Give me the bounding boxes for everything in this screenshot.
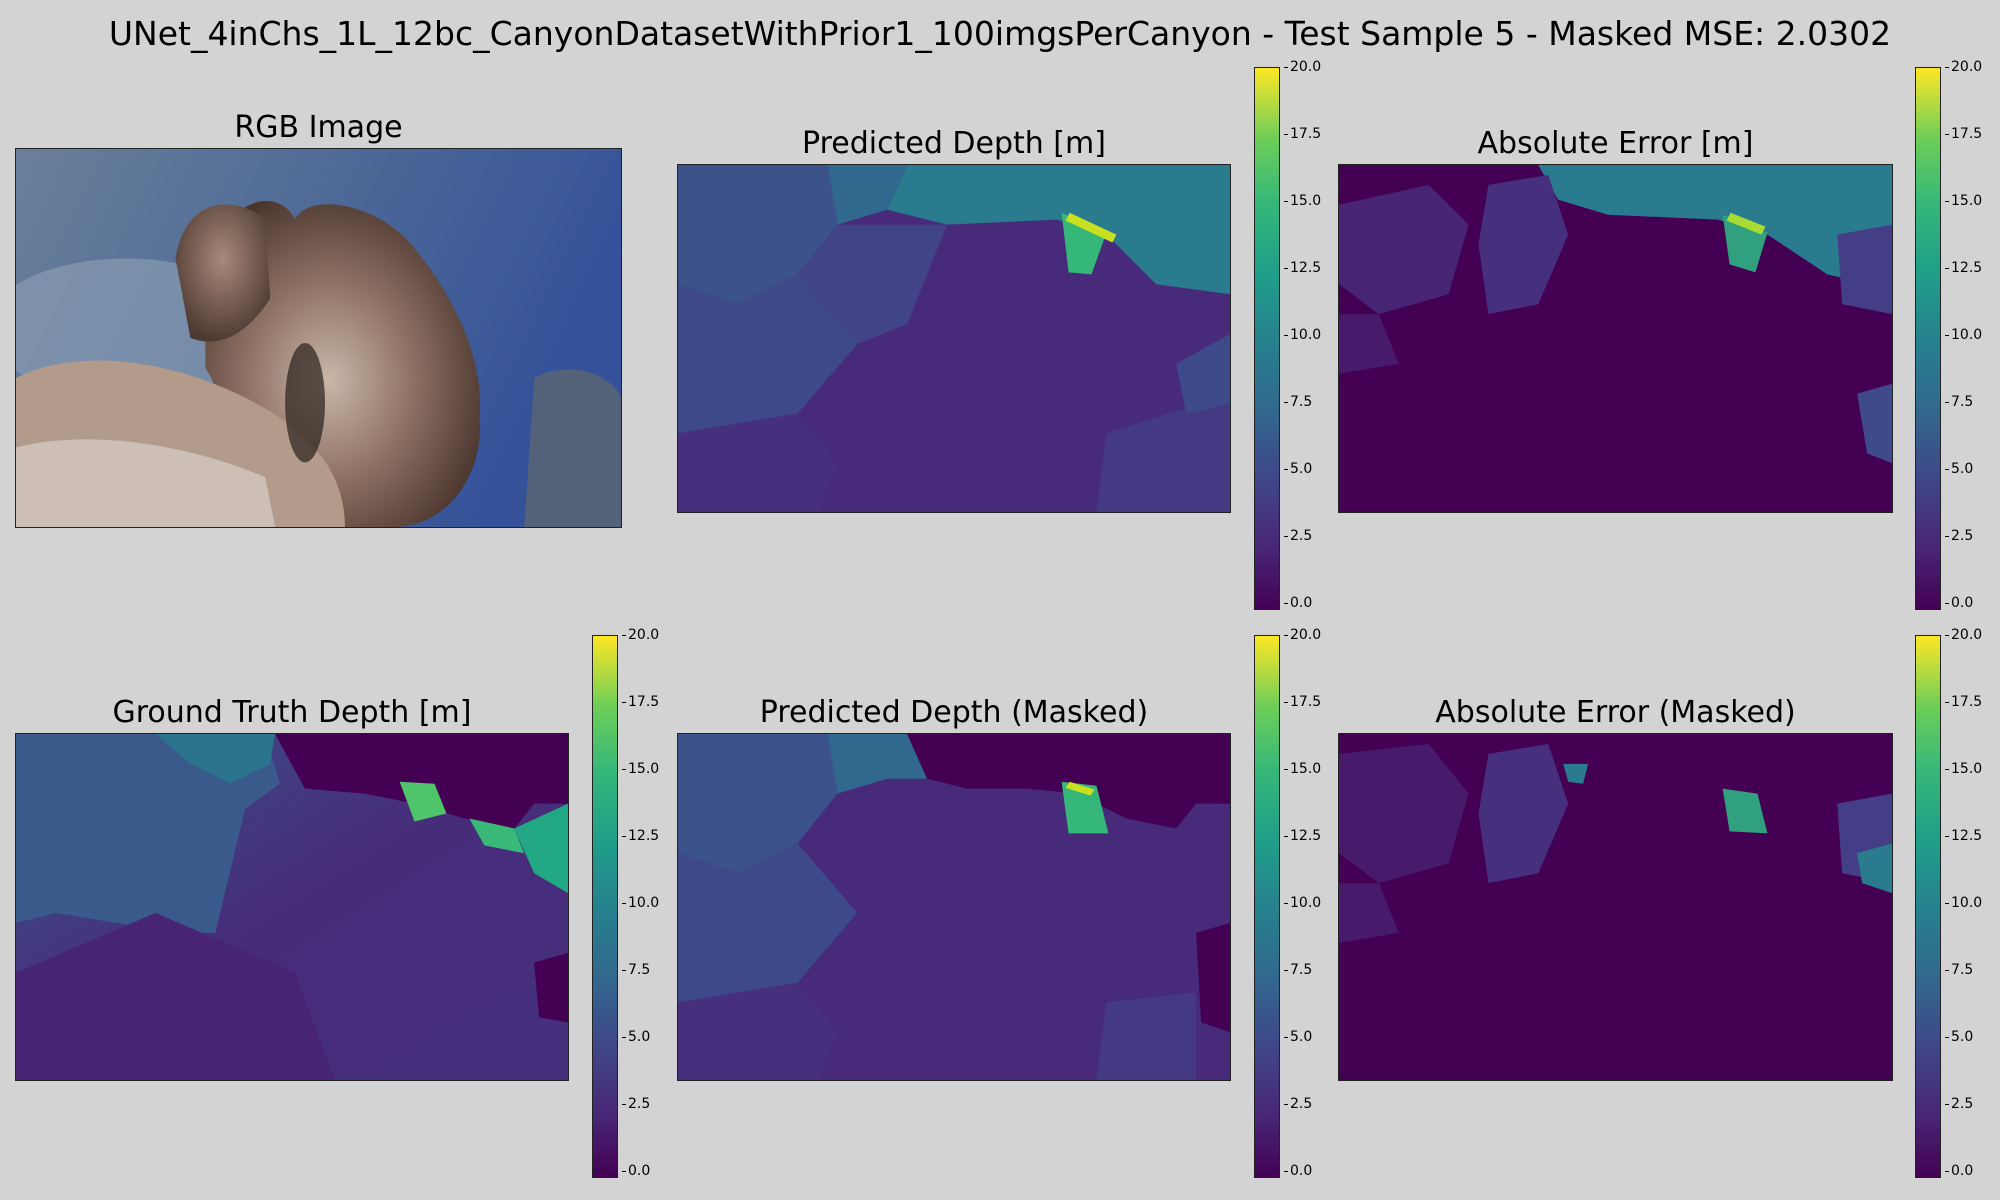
colorbar-tick: 10.0: [621, 895, 660, 911]
ground-truth-depth-colorbar-ticks: 20.0 17.5 15.0 12.5 10.0 7.5 5.0 2.5 0.0: [621, 628, 678, 1179]
colorbar-tick: 5.0: [1944, 1029, 1974, 1045]
absolute-error-masked-map: [1338, 733, 1893, 1081]
colorbar-tick: 20.0: [1944, 627, 1983, 643]
colorbar-tick: 7.5: [1283, 394, 1313, 410]
colorbar-tick: 20.0: [621, 627, 660, 643]
colorbar-tick: 17.5: [1944, 694, 1983, 710]
colorbar-tick: 12.5: [1283, 828, 1322, 844]
colorbar-tick: 12.5: [1944, 260, 1983, 276]
colorbar-tick: 7.5: [1944, 394, 1974, 410]
ground-truth-depth-title: Ground Truth Depth [m]: [112, 695, 472, 730]
colorbar-tick: 7.5: [621, 962, 651, 978]
colorbar-tick: 2.5: [1283, 1096, 1313, 1112]
absolute-error-masked-colorbar: [1915, 635, 1941, 1178]
colorbar-tick: 0.0: [1283, 1163, 1313, 1179]
colorbar-tick: 20.0: [1944, 59, 1983, 75]
colorbar-tick: 15.0: [1283, 761, 1322, 777]
colorbar-tick: 2.5: [1944, 528, 1974, 544]
colorbar-tick: 12.5: [621, 828, 660, 844]
colorbar-tick: 17.5: [1283, 694, 1322, 710]
absolute-error-masked-colorbar-ticks: 20.0 17.5 15.0 12.5 10.0 7.5 5.0 2.5 0.0: [1944, 628, 1996, 1179]
colorbar-tick: 5.0: [1283, 1029, 1313, 1045]
ground-truth-depth-map: [15, 733, 569, 1081]
colorbar-tick: 17.5: [621, 694, 660, 710]
colorbar-tick: 5.0: [1944, 461, 1974, 477]
colorbar-tick: 2.5: [621, 1096, 651, 1112]
ground-truth-depth-colorbar: [592, 635, 618, 1178]
colorbar-tick: 10.0: [1944, 327, 1983, 343]
colorbar-tick: 0.0: [621, 1163, 651, 1179]
absolute-error-title: Absolute Error [m]: [1477, 126, 1754, 161]
predicted-depth-masked-map: [677, 733, 1231, 1081]
predicted-depth-masked-colorbar-ticks: 20.0 17.5 15.0 12.5 10.0 7.5 5.0 2.5 0.0: [1283, 628, 1340, 1179]
colorbar-tick: 10.0: [1283, 327, 1322, 343]
colorbar-tick: 2.5: [1944, 1096, 1974, 1112]
predicted-depth-colorbar-ticks: 20.0 17.5 15.0 12.5 10.0 7.5 5.0 2.5 0.0: [1283, 60, 1340, 611]
predicted-depth-colorbar: [1254, 67, 1280, 610]
colorbar-tick: 17.5: [1944, 126, 1983, 142]
predicted-depth-masked-colorbar: [1254, 635, 1280, 1178]
absolute-error-colorbar-ticks: 20.0 17.5 15.0 12.5 10.0 7.5 5.0 2.5 0.0: [1944, 60, 1996, 611]
colorbar-tick: 5.0: [1283, 461, 1313, 477]
colorbar-tick: 12.5: [1944, 828, 1983, 844]
colorbar-tick: 5.0: [621, 1029, 651, 1045]
absolute-error-masked-title: Absolute Error (Masked): [1435, 695, 1796, 730]
colorbar-tick: 12.5: [1283, 260, 1322, 276]
colorbar-tick: 15.0: [1944, 761, 1983, 777]
colorbar-tick: 0.0: [1944, 595, 1974, 611]
colorbar-tick: 7.5: [1283, 962, 1313, 978]
absolute-error-map: [1338, 164, 1893, 513]
colorbar-tick: 10.0: [1944, 895, 1983, 911]
figure-title: UNet_4inChs_1L_12bc_CanyonDatasetWithPri…: [108, 14, 1892, 53]
colorbar-tick: 15.0: [1283, 193, 1322, 209]
colorbar-tick: 0.0: [1283, 595, 1313, 611]
predicted-depth-masked-title: Predicted Depth (Masked): [759, 695, 1149, 730]
colorbar-tick: 7.5: [1944, 962, 1974, 978]
rgb-image: [15, 148, 622, 528]
colorbar-tick: 15.0: [1944, 193, 1983, 209]
colorbar-tick: 20.0: [1283, 627, 1322, 643]
colorbar-tick: 10.0: [1283, 895, 1322, 911]
colorbar-tick: 2.5: [1283, 528, 1313, 544]
predicted-depth-map: [677, 164, 1231, 513]
colorbar-tick: 17.5: [1283, 126, 1322, 142]
absolute-error-colorbar: [1915, 67, 1941, 610]
colorbar-tick: 15.0: [621, 761, 660, 777]
rgb-image-title: RGB Image: [234, 110, 403, 145]
colorbar-tick: 0.0: [1944, 1163, 1974, 1179]
colorbar-tick: 20.0: [1283, 59, 1322, 75]
predicted-depth-title: Predicted Depth [m]: [802, 126, 1106, 161]
